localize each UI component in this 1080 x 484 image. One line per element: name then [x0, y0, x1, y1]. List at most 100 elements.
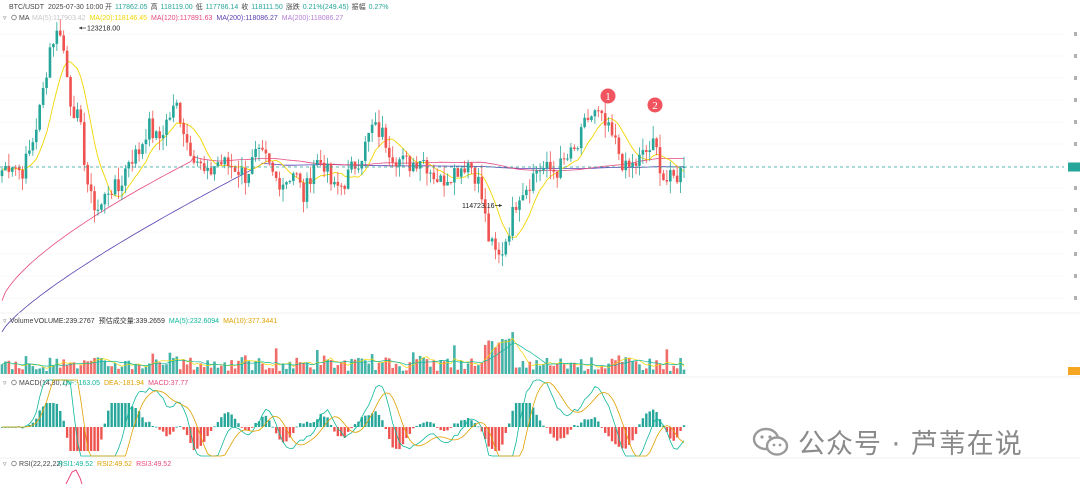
- macd-bar: [237, 423, 240, 427]
- candle-body: [295, 173, 299, 175]
- candle-body: [374, 122, 377, 125]
- rsi-line: [65, 469, 83, 484]
- candle-body: [319, 159, 323, 163]
- collapse-icon[interactable]: ▿: [3, 15, 7, 22]
- macd-bar: [453, 423, 456, 427]
- marker-1-label: 1: [605, 91, 611, 103]
- low-label: 114723.16: [462, 203, 495, 210]
- rsi-legend-title: RSI(22,22,22): [19, 461, 63, 468]
- volume-bar: [55, 358, 59, 374]
- macd-bar: [432, 423, 436, 427]
- macd-bar: [377, 414, 381, 427]
- candle-body: [113, 179, 117, 195]
- macd-lines: [2, 379, 685, 457]
- candle-body: [151, 118, 155, 139]
- candle-body: [134, 149, 137, 164]
- macd-legend-item-0: DIF:-163.05: [63, 380, 100, 387]
- macd-bar: [89, 427, 93, 451]
- volume-bar: [247, 361, 251, 374]
- volume-bar: [14, 361, 18, 374]
- volume-bar: [261, 363, 264, 374]
- macd-histogram: [0, 403, 686, 451]
- volume-bar: [199, 363, 203, 374]
- macd-bar: [309, 423, 312, 427]
- volume-bar: [130, 369, 134, 374]
- macd-bar: [213, 426, 216, 428]
- volume-collapse-icon[interactable]: ▿: [3, 318, 7, 325]
- macd-line-path: [2, 379, 685, 457]
- eye-icon[interactable]: [11, 14, 17, 21]
- volume-bar: [278, 370, 281, 374]
- volume-bar: [292, 368, 295, 374]
- volume-bar: [542, 364, 545, 374]
- rsi-collapse-icon[interactable]: ▿: [3, 461, 7, 468]
- vol-legend-item-1: 预估成交量:339.2659: [99, 316, 165, 325]
- macd-line-path: [2, 379, 685, 457]
- candle-body: [645, 150, 648, 153]
- volume-bar: [302, 362, 305, 374]
- volume-bar: [600, 366, 604, 374]
- macd-bar: [360, 417, 364, 427]
- marker-2[interactable]: 2: [647, 97, 663, 113]
- candle-body: [504, 241, 508, 255]
- macd-bar: [569, 427, 573, 430]
- volume-bar: [562, 364, 566, 374]
- volume-bar: [69, 362, 72, 374]
- macd-bar: [497, 427, 501, 451]
- volume-bar: [621, 361, 624, 374]
- candle-body: [79, 109, 83, 123]
- macd-bar: [501, 427, 504, 445]
- macd-bar: [528, 403, 531, 427]
- macd-bar: [59, 410, 62, 427]
- volume-bar: [82, 360, 86, 374]
- candle-body: [244, 167, 247, 183]
- volume-bar: [106, 366, 110, 374]
- macd-bar: [336, 427, 340, 437]
- marker-2-label: 2: [652, 100, 658, 112]
- macd-bar: [69, 427, 72, 451]
- ma-legend-item-4: MA(200):118086.27: [282, 15, 343, 22]
- volume-bar: [473, 365, 477, 374]
- candle-body: [82, 122, 86, 165]
- volume-bar: [360, 358, 364, 374]
- volume-bar: [196, 366, 199, 374]
- candle-body: [453, 168, 456, 183]
- volume-bar: [638, 364, 641, 374]
- volume-bar: [295, 357, 299, 374]
- ma-legend: MA(5):117903.42 MA(20):118146.45 MA(120):1…: [32, 15, 343, 22]
- volume-bar: [41, 367, 45, 374]
- volume-bar: [100, 357, 103, 374]
- candle-body: [429, 172, 432, 174]
- candle-body: [28, 150, 31, 154]
- macd-bar: [316, 419, 319, 427]
- macd-bar: [381, 420, 384, 427]
- marker-1[interactable]: 1: [600, 88, 616, 104]
- macd-bar: [535, 414, 538, 427]
- macd-bar: [583, 419, 586, 427]
- candle-body: [432, 172, 436, 180]
- candle-body: [346, 169, 350, 189]
- macd-bar: [621, 427, 624, 449]
- rsi-eye-icon[interactable]: [11, 460, 17, 467]
- volume-bar: [31, 366, 35, 374]
- candle-body: [0, 170, 4, 177]
- macd-bar: [165, 427, 168, 437]
- macd-bar: [38, 410, 41, 427]
- macd-collapse-icon[interactable]: ▿: [3, 380, 7, 387]
- candle-body: [672, 170, 676, 176]
- candle-body: [394, 162, 398, 167]
- candle-body: [89, 184, 93, 192]
- volume-bar: [281, 363, 285, 374]
- macd-bar: [388, 427, 391, 440]
- macd-eye-icon[interactable]: [11, 379, 17, 386]
- candle-body: [38, 104, 41, 130]
- volume-bar: [504, 339, 508, 374]
- volume-bar: [58, 367, 62, 374]
- macd-bar: [586, 419, 590, 427]
- volume-bar: [610, 358, 614, 374]
- volume-bar: [586, 368, 590, 374]
- macd-bar: [590, 418, 593, 427]
- candle-body: [158, 131, 161, 139]
- volume-bar: [285, 368, 288, 374]
